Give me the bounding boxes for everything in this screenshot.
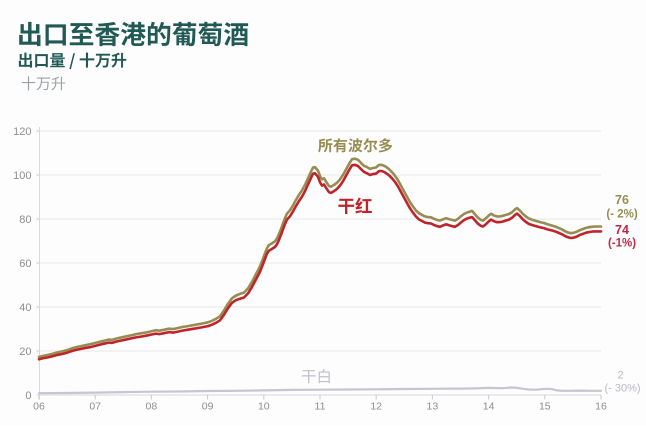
svg-text:07: 07 <box>89 401 101 413</box>
svg-text:10: 10 <box>258 401 270 413</box>
svg-text:14: 14 <box>483 401 495 413</box>
svg-text:11: 11 <box>315 401 326 413</box>
svg-text:2: 2 <box>617 370 623 382</box>
svg-text:76: 76 <box>615 193 629 207</box>
svg-text:0: 0 <box>25 390 31 402</box>
svg-text:120: 120 <box>13 126 31 138</box>
svg-text:(- 30%): (- 30%) <box>604 383 640 395</box>
svg-text:20: 20 <box>19 346 31 358</box>
svg-text:60: 60 <box>19 258 31 270</box>
svg-text:(- 2%): (- 2%) <box>606 208 637 220</box>
svg-text:(-1%): (-1%) <box>608 237 636 249</box>
svg-text:40: 40 <box>19 302 31 314</box>
svg-text:80: 80 <box>19 214 31 226</box>
svg-text:100: 100 <box>13 170 31 182</box>
svg-text:15: 15 <box>539 401 551 413</box>
svg-text:09: 09 <box>202 401 214 413</box>
svg-text:13: 13 <box>427 401 439 413</box>
svg-text:16: 16 <box>595 401 607 413</box>
svg-text:06: 06 <box>33 401 45 413</box>
svg-text:12: 12 <box>370 401 382 413</box>
svg-text:74: 74 <box>615 223 629 237</box>
svg-text:08: 08 <box>146 401 158 413</box>
